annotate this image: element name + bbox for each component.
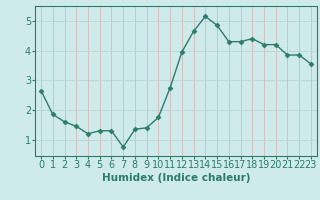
- X-axis label: Humidex (Indice chaleur): Humidex (Indice chaleur): [102, 173, 250, 183]
